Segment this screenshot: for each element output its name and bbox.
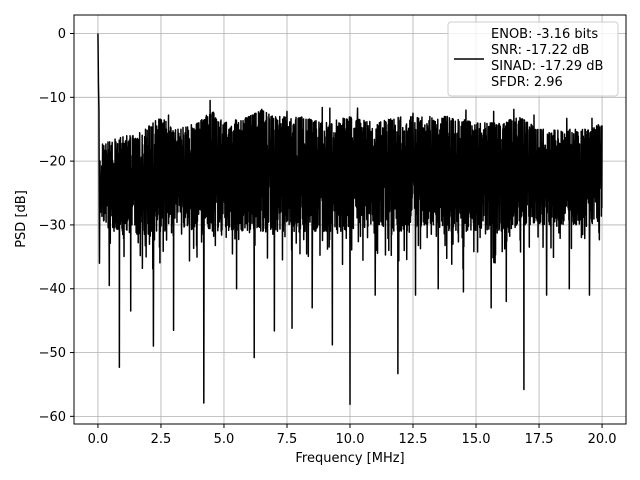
legend: ENOB: -3.16 bits SNR: -17.22 dB SINAD: -… <box>447 21 619 97</box>
y-tick-label: −40 <box>39 282 66 297</box>
legend-snr: SNR: -17.22 dB <box>491 43 589 58</box>
legend-sinad: SINAD: -17.29 dB <box>491 59 603 74</box>
x-tick-label: 12.5 <box>399 432 428 447</box>
legend-enob: ENOB: -3.16 bits <box>491 27 598 42</box>
x-tick-label: 15.0 <box>462 432 491 447</box>
psd-line-series <box>97 33 603 405</box>
y-tick-label: −20 <box>39 155 66 170</box>
x-tick-label: 0.0 <box>88 432 109 447</box>
x-tick-label: 10.0 <box>336 432 365 447</box>
x-tick-label: 5.0 <box>214 432 235 447</box>
y-tick-label: 0 <box>58 27 66 42</box>
x-tick-label: 17.5 <box>525 432 554 447</box>
y-tick-label: −10 <box>39 91 66 106</box>
y-axis-label: PSD [dB] <box>14 190 29 248</box>
y-tick-label: −60 <box>39 410 66 425</box>
axis-ticks: 0.0 2.5 5.0 7.5 10.0 12.5 15.0 17.5 20.0 0 −10 −20 −… <box>39 27 617 447</box>
psd-trace <box>97 33 603 405</box>
x-tick-label: 20.0 <box>588 432 617 447</box>
x-axis-label: Frequency [MHz] <box>295 451 404 466</box>
y-tick-label: −30 <box>39 218 66 233</box>
legend-sfdr: SFDR: 2.96 <box>491 75 563 90</box>
x-tick-label: 7.5 <box>277 432 298 447</box>
legend-box <box>447 21 619 97</box>
x-tick-label: 2.5 <box>151 432 172 447</box>
y-tick-label: −50 <box>39 346 66 361</box>
